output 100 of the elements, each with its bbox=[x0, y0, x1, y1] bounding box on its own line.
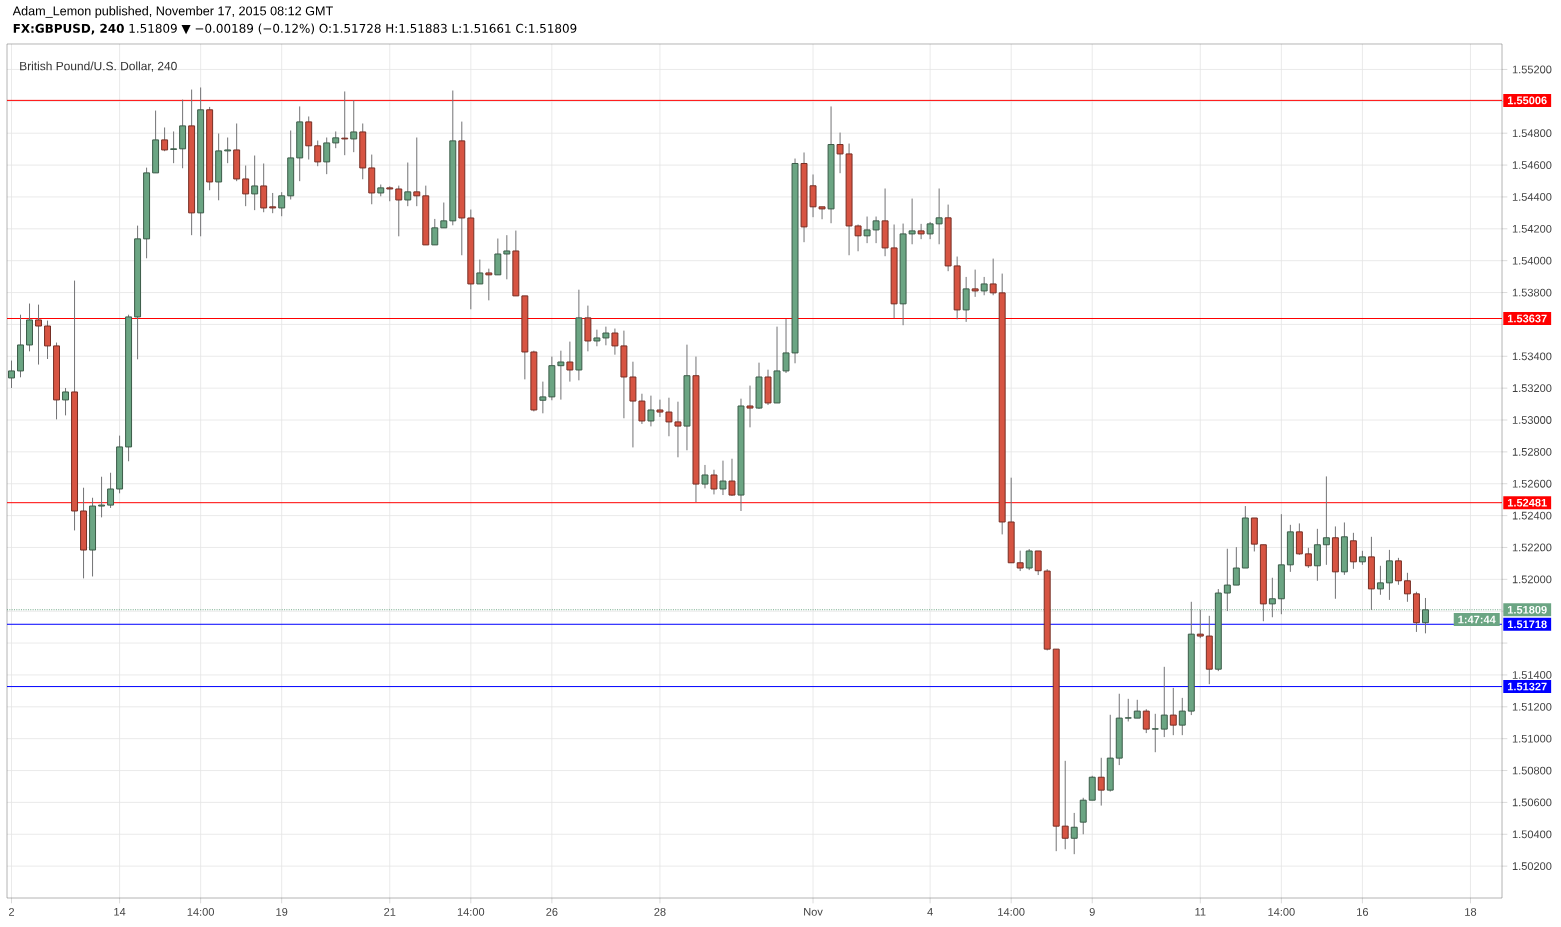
candlestick bbox=[98, 476, 106, 518]
y-tick-label: 1.54400 bbox=[1512, 193, 1552, 201]
candlestick bbox=[1016, 550, 1024, 572]
candlestick bbox=[710, 469, 718, 495]
ref-line-label: 1.51809 bbox=[1507, 605, 1547, 614]
y-tick-label: 1.51400 bbox=[1512, 671, 1552, 679]
candlestick bbox=[746, 385, 754, 428]
candlestick bbox=[341, 90, 349, 156]
candlestick bbox=[413, 137, 421, 207]
candlestick bbox=[701, 464, 709, 489]
candlestick bbox=[179, 99, 187, 169]
ref-line-label: 1.52481 bbox=[1507, 498, 1547, 507]
candlestick bbox=[1178, 697, 1186, 736]
y-tick-label: 1.53200 bbox=[1512, 384, 1552, 393]
candlestick bbox=[1124, 698, 1132, 722]
candlestick bbox=[251, 155, 259, 211]
candlestick bbox=[728, 458, 736, 497]
candlestick bbox=[1151, 713, 1159, 753]
candlestick bbox=[1160, 666, 1168, 738]
candlestick bbox=[1097, 757, 1105, 807]
candlestick bbox=[980, 276, 988, 296]
ref-line-label: 1.53637 bbox=[1507, 314, 1547, 323]
y-tick-label: 1.53400 bbox=[1512, 352, 1552, 361]
x-tick-label: 16 bbox=[1357, 908, 1369, 916]
y-tick-label: 1.50400 bbox=[1512, 830, 1552, 839]
annotation: 1:47:44 bbox=[1458, 615, 1496, 624]
candlestick bbox=[278, 191, 286, 217]
candlestick bbox=[260, 162, 268, 213]
candlestick bbox=[404, 162, 412, 207]
x-tick-label: 19 bbox=[276, 908, 288, 916]
candlestick bbox=[485, 268, 493, 301]
y-tick-label: 1.51200 bbox=[1512, 702, 1552, 711]
candlestick bbox=[1070, 812, 1078, 855]
candlestick bbox=[1079, 797, 1087, 835]
candlestick bbox=[170, 130, 178, 164]
x-tick-label: 14:00 bbox=[187, 908, 214, 916]
candlestick bbox=[647, 395, 655, 427]
candlestick bbox=[440, 202, 448, 229]
x-tick-label: 9 bbox=[1089, 908, 1095, 916]
candlestick bbox=[1304, 547, 1312, 569]
ref-line-label: 1.51327 bbox=[1507, 682, 1547, 691]
y-tick-label: 1.51000 bbox=[1512, 734, 1552, 743]
candlestick bbox=[62, 387, 70, 416]
candlestick bbox=[584, 305, 592, 352]
candlestick bbox=[1313, 528, 1321, 582]
chart-title: Adam_Lemon published, November 17, 2015 08:12 GMT bbox=[12, 6, 333, 18]
candlestick bbox=[962, 276, 970, 323]
y-tick-label: 1.54200 bbox=[1512, 224, 1552, 233]
candlestick bbox=[1403, 572, 1411, 603]
candlestick bbox=[476, 259, 484, 285]
candlestick bbox=[35, 304, 42, 366]
y-tick-label: 1.52200 bbox=[1512, 543, 1552, 552]
candlestick bbox=[971, 269, 979, 298]
candlestick bbox=[1061, 760, 1069, 850]
candlestick bbox=[503, 234, 511, 280]
y-tick-label: 1.54600 bbox=[1512, 161, 1552, 169]
y-tick-label: 1.54800 bbox=[1512, 129, 1552, 138]
candlestick bbox=[989, 258, 997, 296]
candlestick bbox=[1349, 532, 1357, 570]
y-tick-label: 1.54000 bbox=[1512, 256, 1552, 265]
candlestick bbox=[305, 115, 313, 160]
candlestick bbox=[1034, 550, 1042, 576]
x-tick-label: Nov bbox=[804, 908, 823, 916]
candlestick bbox=[395, 185, 403, 237]
candlestick bbox=[269, 192, 277, 214]
ref-line-label: 1.55006 bbox=[1507, 96, 1547, 105]
candlestick bbox=[1169, 687, 1177, 736]
x-tick-label: 14:00 bbox=[457, 908, 485, 916]
candlestick bbox=[719, 460, 727, 496]
chart-subtitle: FX:GBPUSD, 240 1.51809 ▼ −0.00189 (−0.12%) O:1.51728 H:1.51883 L:1.51661 C:1.51809 bbox=[13, 23, 577, 35]
candlestick bbox=[323, 137, 331, 175]
y-tick-label: 1.53800 bbox=[1512, 288, 1552, 297]
candlestick bbox=[539, 381, 547, 414]
x-tick-label: 14:00 bbox=[1268, 908, 1295, 916]
y-tick-label: 1.53000 bbox=[1512, 416, 1552, 424]
candlestick bbox=[224, 137, 232, 164]
candlestick bbox=[935, 188, 943, 245]
y-tick-label: 1.52400 bbox=[1512, 511, 1552, 520]
candlestick bbox=[431, 218, 439, 246]
y-tick-label: 1.55200 bbox=[1512, 65, 1552, 74]
y-tick-label: 1.52800 bbox=[1512, 447, 1552, 456]
x-tick-label: 4 bbox=[927, 908, 933, 916]
candlestick bbox=[494, 238, 502, 276]
candlestick bbox=[314, 140, 322, 167]
candlestick bbox=[44, 320, 51, 360]
x-tick-label: 28 bbox=[654, 908, 666, 916]
x-tick-label: 21 bbox=[384, 908, 396, 916]
x-tick-label: 14:00 bbox=[998, 908, 1025, 916]
candlestick bbox=[1385, 549, 1393, 601]
x-tick-label: 14 bbox=[114, 908, 126, 916]
candlestick bbox=[1196, 609, 1204, 639]
candlestick bbox=[1295, 522, 1303, 556]
y-tick-label: 1.50800 bbox=[1512, 766, 1552, 775]
candlestick bbox=[107, 472, 115, 509]
candlestick bbox=[557, 350, 565, 401]
y-tick-label: 1.52600 bbox=[1512, 479, 1552, 488]
candlestick bbox=[1322, 475, 1330, 566]
candlestick bbox=[566, 341, 574, 383]
x-tick-label: 26 bbox=[546, 908, 558, 916]
candlestick bbox=[1142, 708, 1150, 734]
